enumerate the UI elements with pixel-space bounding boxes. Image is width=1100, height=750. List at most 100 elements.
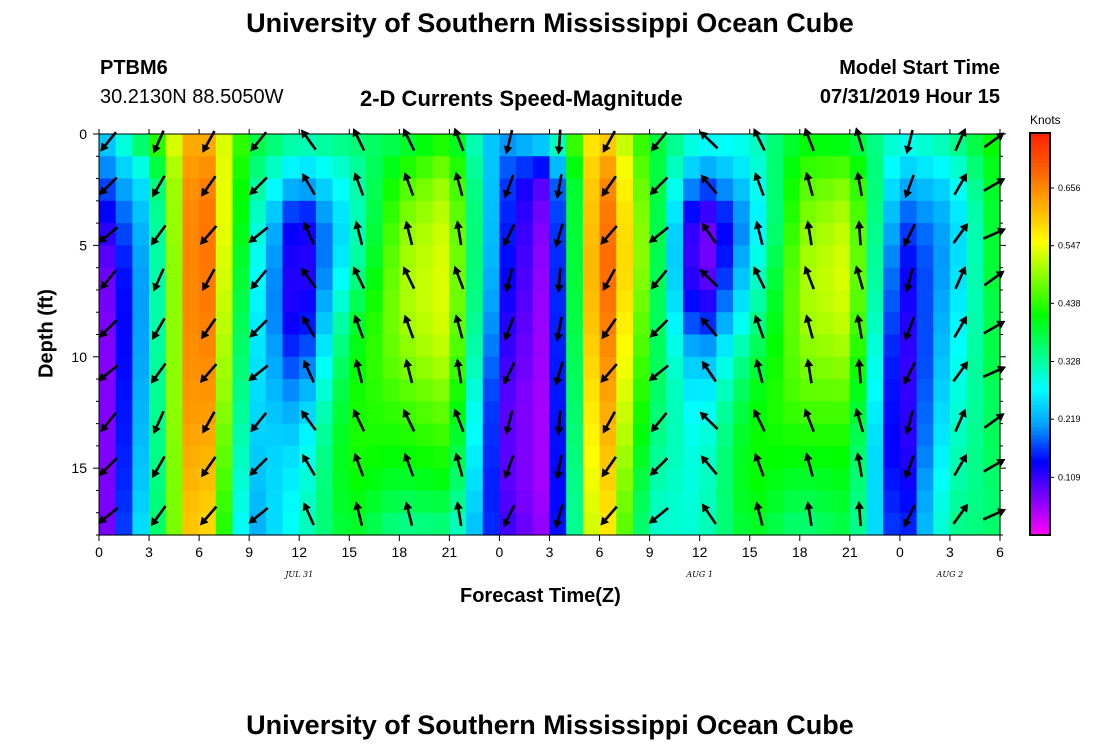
current-arrow (352, 266, 366, 290)
x-axis-title: Forecast Time(Z) (460, 585, 621, 607)
heatmap-cell (566, 379, 584, 402)
heatmap-cell (783, 468, 801, 492)
colorbar-swatch (1030, 330, 1050, 335)
heatmap-cell (833, 156, 851, 180)
heatmap-cell (199, 334, 217, 358)
heatmap-cell (883, 423, 901, 447)
heatmap-cell (199, 490, 217, 514)
heatmap-cell (916, 156, 934, 180)
heatmap-cell (682, 134, 701, 157)
heatmap-cell (382, 267, 400, 291)
colorbar-swatch (1030, 521, 1050, 526)
heatmap-cell (716, 512, 734, 536)
heatmap-cell (499, 289, 517, 313)
current-arrow (150, 362, 167, 384)
heatmap-cell (282, 334, 300, 358)
arrow-head (753, 128, 762, 138)
heatmap-cell (582, 200, 601, 224)
heatmap-cell (482, 356, 501, 380)
y-tick-label: 15 (71, 460, 87, 476)
colorbar-swatch (1030, 173, 1050, 178)
colorbar-swatch (1030, 498, 1050, 503)
current-arrow (650, 131, 668, 152)
arrow-head (554, 146, 564, 155)
x-tick-label: 0 (896, 544, 904, 560)
heatmap-cell (933, 267, 951, 291)
arrow-head (152, 188, 160, 198)
heatmap-cell (933, 490, 951, 514)
heatmap-cell (249, 134, 267, 157)
x-tick-label: 3 (546, 544, 554, 560)
heatmap-cell (432, 379, 450, 402)
heatmap-cell (816, 334, 834, 358)
heatmap-cell (733, 267, 751, 291)
current-arrow (602, 268, 617, 292)
heatmap-cell (566, 289, 584, 313)
heatmap-cell (632, 178, 651, 202)
arrow-head (150, 236, 160, 246)
colorbar-swatch (1030, 437, 1050, 442)
arrow-head (854, 314, 864, 323)
heatmap-cell (682, 223, 701, 246)
arrow-head (701, 360, 711, 370)
heatmap-cell (282, 312, 300, 336)
station-id: PTBM6 (100, 57, 168, 79)
colorbar-swatch (1030, 354, 1050, 359)
colorbar-swatch (1030, 337, 1050, 342)
heatmap-cell (365, 178, 384, 202)
heatmap-cell (99, 134, 117, 157)
heatmap-cell (549, 468, 567, 492)
colorbar-swatch (1030, 179, 1050, 184)
heatmap-cell (916, 245, 934, 269)
heatmap-cell (332, 334, 350, 358)
heatmap-cell (249, 200, 267, 224)
arrow-head (554, 427, 564, 436)
current-arrow (403, 314, 415, 339)
heatmap-cell (666, 356, 684, 380)
colorbar-swatch (1030, 146, 1050, 151)
heatmap-cell (799, 490, 818, 514)
heatmap-cell (783, 423, 801, 447)
heatmap-cell (232, 490, 250, 514)
heatmap-cell (649, 200, 667, 224)
heatmap-cell (215, 334, 234, 358)
colorbar-swatch (1030, 501, 1050, 506)
heatmap-cell (382, 312, 400, 336)
heatmap-cell (416, 423, 434, 447)
heatmap-cell (582, 468, 601, 492)
heatmap-cell (916, 312, 934, 336)
heatmap-cell (733, 223, 751, 246)
colorbar-swatch (1030, 283, 1050, 288)
heatmap-cell (182, 223, 200, 246)
heatmap-cell (182, 200, 200, 224)
heatmap-cell (566, 178, 584, 202)
heatmap-cell (265, 245, 284, 269)
arrow-head (502, 375, 511, 385)
heatmap-cell (766, 445, 784, 469)
current-arrow (554, 267, 564, 293)
heatmap-cell (315, 223, 334, 246)
heatmap-cell (499, 356, 517, 380)
heatmap-cell (933, 401, 951, 425)
heatmap-cell (282, 379, 300, 402)
current-arrow (649, 457, 669, 476)
heatmap-cell (666, 445, 684, 469)
current-arrow (700, 317, 718, 338)
heatmap-cell (232, 468, 250, 492)
current-arrow (803, 452, 814, 477)
colorbar-swatch (1030, 417, 1050, 422)
heatmap-cell (149, 312, 167, 336)
heatmap-cell (482, 267, 501, 291)
heatmap-cell (516, 334, 534, 358)
current-arrow (601, 318, 617, 340)
heatmap-cell (332, 289, 350, 313)
heatmap-cell (632, 289, 651, 313)
x-tick-label: 0 (496, 544, 504, 560)
colorbar-swatch (1030, 494, 1050, 499)
heatmap-cell (249, 490, 267, 514)
colorbar-swatch (1030, 300, 1050, 305)
heatmap-cell (716, 401, 734, 425)
arrow-head (958, 408, 967, 418)
heatmap-cell (966, 156, 984, 180)
heatmap-cell (432, 512, 450, 536)
